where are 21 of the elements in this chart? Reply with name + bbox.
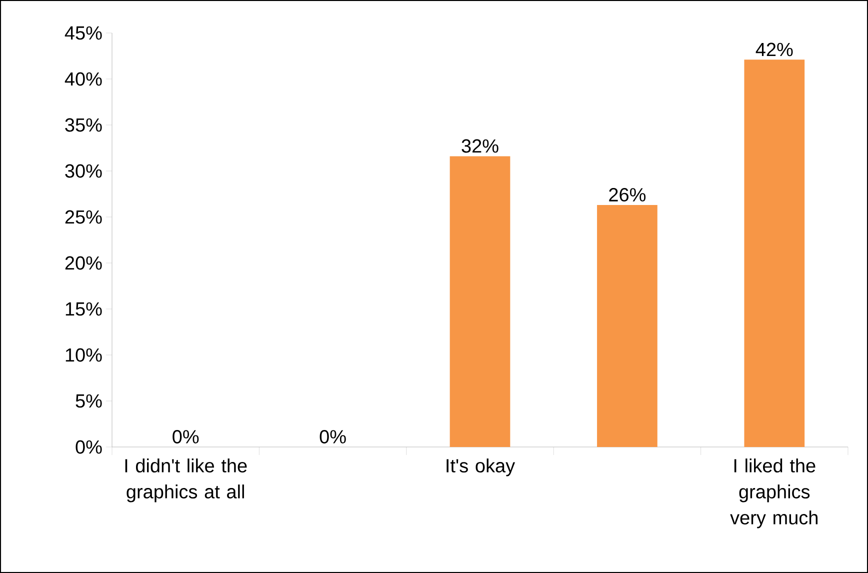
y-tick-label: 35%	[65, 118, 102, 132]
data-label: 42%	[756, 42, 793, 56]
x-tick-label: I liked the graphics very much	[730, 458, 818, 528]
data-label: 32%	[462, 139, 498, 153]
data-label: 0%	[320, 430, 346, 444]
data-label: 26%	[609, 188, 646, 202]
y-tick-label: 15%	[66, 302, 102, 316]
x-tick-label: I didn't like the graphics at all	[125, 458, 247, 502]
bar	[744, 60, 805, 447]
y-tick-label: 0%	[76, 440, 102, 454]
y-tick-label: 30%	[65, 164, 102, 178]
y-tick-label: 25%	[65, 210, 102, 224]
y-tick-label: 10%	[66, 348, 102, 362]
y-tick-label: 5%	[76, 394, 102, 408]
y-tick-label: 20%	[65, 256, 102, 270]
bar	[597, 205, 658, 447]
y-tick-label: 40%	[64, 72, 102, 86]
x-tick-label: It's okay	[446, 458, 516, 476]
bar	[450, 156, 510, 447]
y-tick-label: 45%	[64, 26, 102, 40]
data-label: 0%	[172, 430, 199, 444]
